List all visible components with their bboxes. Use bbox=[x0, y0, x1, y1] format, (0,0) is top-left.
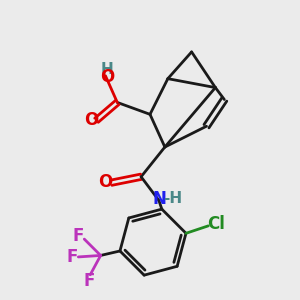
Text: N: N bbox=[153, 190, 166, 208]
Text: O: O bbox=[98, 172, 112, 190]
Text: F: F bbox=[66, 248, 77, 266]
Text: -H: -H bbox=[164, 191, 183, 206]
Text: O: O bbox=[100, 68, 114, 86]
Text: H: H bbox=[100, 62, 113, 77]
Text: F: F bbox=[83, 272, 94, 290]
Text: F: F bbox=[73, 226, 84, 244]
Text: O: O bbox=[84, 111, 98, 129]
Text: Cl: Cl bbox=[207, 215, 225, 233]
